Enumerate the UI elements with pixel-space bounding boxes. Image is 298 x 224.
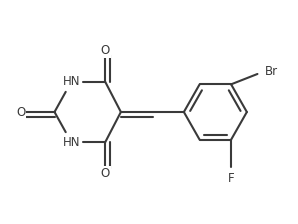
Text: O: O — [16, 106, 25, 118]
Text: HN: HN — [63, 75, 80, 88]
Text: F: F — [228, 172, 235, 185]
Text: HN: HN — [63, 136, 80, 149]
Text: Br: Br — [265, 65, 278, 78]
Text: O: O — [100, 44, 110, 57]
Text: O: O — [100, 167, 110, 180]
